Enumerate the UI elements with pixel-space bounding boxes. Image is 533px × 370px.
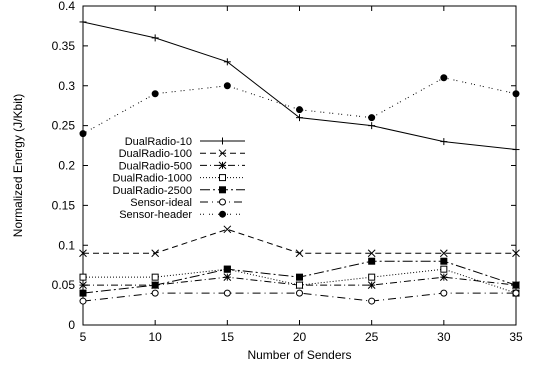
- series-dualradio-100: [79, 225, 520, 258]
- legend-marker: [219, 210, 226, 218]
- legend-marker: [219, 186, 226, 194]
- legend-entry: Sensor-header: [119, 209, 245, 221]
- data-point: [79, 289, 87, 297]
- legend-label: DualRadio-10: [125, 136, 192, 148]
- y-tick-label: 0.25: [52, 119, 76, 133]
- series-dualradio-2500: [79, 257, 520, 297]
- data-point: [439, 273, 448, 282]
- legend-label: DualRadio-2500: [113, 185, 193, 197]
- data-point: [440, 257, 448, 265]
- x-tick-label: 30: [437, 330, 451, 344]
- data-point: [79, 297, 87, 305]
- data-point: [512, 90, 520, 98]
- data-point: [296, 281, 303, 289]
- data-point: [296, 289, 303, 297]
- legend-entry: DualRadio-1000: [113, 173, 245, 185]
- data-point: [151, 90, 159, 98]
- y-tick-label: 0: [68, 318, 75, 332]
- data-point: [512, 281, 520, 289]
- x-tick-label: 15: [221, 330, 235, 344]
- data-point: [512, 249, 520, 258]
- data-point: [296, 114, 303, 122]
- y-tick-label: 0.05: [52, 278, 76, 292]
- data-point: [79, 249, 87, 258]
- x-axis-label: Number of Senders: [247, 348, 351, 362]
- data-point: [151, 34, 159, 42]
- data-point: [223, 58, 231, 66]
- y-tick-label: 0.15: [52, 198, 76, 212]
- data-point: [440, 265, 448, 273]
- legend-marker: [219, 174, 226, 182]
- data-point: [223, 289, 231, 297]
- data-point: [440, 138, 448, 146]
- series-sensor-header: [79, 74, 520, 138]
- legend-marker: [219, 137, 226, 145]
- legend-label: DualRadio-100: [119, 148, 192, 160]
- series-dualradio-10: [79, 18, 520, 154]
- series-line: [82, 77, 517, 135]
- data-point: [439, 249, 448, 258]
- data-point: [151, 289, 159, 297]
- data-point: [512, 289, 520, 297]
- data-point: [151, 273, 159, 281]
- legend: DualRadio-10DualRadio-100DualRadio-500Du…: [113, 136, 245, 221]
- series-line: [83, 268, 517, 294]
- legend-entry: DualRadio-10: [125, 136, 245, 148]
- legend-entry: Sensor-ideal: [130, 197, 245, 209]
- y-tick-label: 0.4: [58, 0, 75, 13]
- legend-marker: [218, 161, 227, 170]
- series-layer: [79, 18, 520, 305]
- x-tick-label: 35: [509, 330, 523, 344]
- data-point: [295, 249, 304, 258]
- axes: 5 10 15 20 25 30 35 0 0.05 0.1 0.15 0.2 0.25 0.3 0.35 0…: [52, 0, 523, 344]
- x-tick-label: 10: [148, 330, 162, 344]
- y-tick-label: 0.3: [58, 79, 75, 93]
- legend-entry: DualRadio-2500: [113, 185, 245, 197]
- data-point: [512, 146, 520, 154]
- legend-marker: [218, 149, 227, 158]
- x-tick-label: 20: [293, 330, 307, 344]
- data-point: [368, 297, 376, 305]
- series-sensor-ideal: [79, 289, 520, 305]
- data-point: [368, 122, 376, 130]
- legend-label: DualRadio-500: [119, 160, 192, 172]
- legend-marker: [219, 198, 226, 206]
- data-point: [368, 273, 376, 281]
- y-tick-label: 0.1: [58, 238, 75, 252]
- data-point: [367, 249, 376, 258]
- legend-label: Sensor-ideal: [130, 197, 192, 209]
- data-point: [79, 281, 87, 289]
- data-point: [296, 106, 303, 114]
- y-axis-label: Normalized Energy (J/Kbit): [11, 94, 25, 237]
- x-tick-label: 25: [365, 330, 379, 344]
- data-point: [79, 130, 87, 138]
- data-point: [151, 249, 160, 258]
- series-line: [82, 21, 517, 151]
- data-point: [368, 114, 376, 122]
- legend-entry: DualRadio-500: [119, 160, 245, 172]
- legend-label: DualRadio-1000: [113, 173, 193, 185]
- data-point: [223, 225, 232, 234]
- data-point: [368, 257, 376, 265]
- data-point: [223, 265, 231, 273]
- data-point: [296, 273, 303, 281]
- data-point: [440, 289, 448, 297]
- series-line: [83, 228, 516, 254]
- data-point: [223, 82, 231, 90]
- data-point: [223, 273, 232, 282]
- y-tick-label: 0.35: [52, 39, 76, 53]
- legend-entry: DualRadio-100: [119, 148, 245, 160]
- legend-label: Sensor-header: [119, 209, 192, 221]
- y-tick-label: 0.2: [58, 159, 75, 173]
- data-point: [79, 273, 87, 281]
- data-point: [440, 74, 448, 82]
- data-point: [151, 281, 159, 289]
- data-point: [367, 281, 376, 289]
- x-tick-label: 5: [80, 330, 87, 344]
- data-point: [79, 18, 87, 26]
